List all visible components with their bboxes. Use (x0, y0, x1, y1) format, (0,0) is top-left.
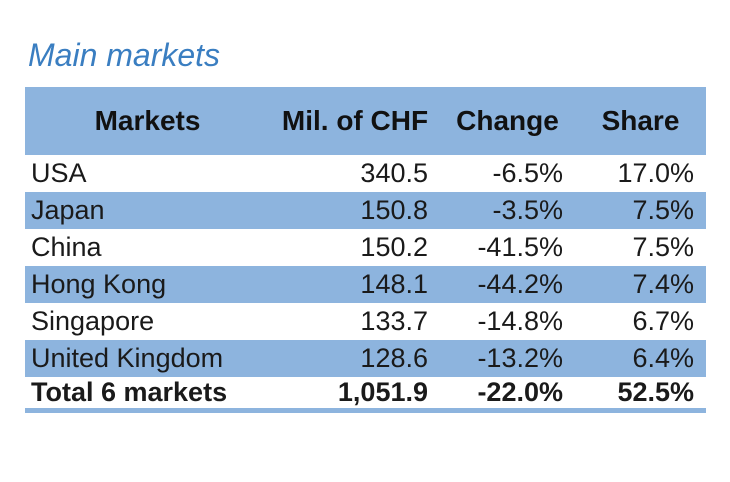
cell-mil-of-chf: 150.8 (270, 192, 440, 229)
cell-total-mil-of-chf: 1,051.9 (270, 377, 440, 413)
cell-market: United Kingdom (25, 340, 270, 377)
cell-change: -44.2% (440, 266, 575, 303)
cell-mil-of-chf: 150.2 (360, 232, 428, 262)
cell-market: Singapore (31, 306, 155, 336)
header-mil-of-chf: Mil. of CHF (270, 87, 440, 155)
cell-market: USA (31, 158, 87, 188)
cell-mil-of-chf: 340.5 (360, 158, 428, 188)
header-change: Change (440, 87, 575, 155)
main-markets-table: Markets Mil. of CHF Change Share USA 340… (25, 87, 706, 413)
cell-share: 7.5% (575, 192, 706, 229)
header-share: Share (575, 87, 706, 155)
cell-mil-of-chf: 128.6 (270, 340, 440, 377)
cell-share: 6.7% (632, 306, 694, 336)
cell-market: Japan (25, 192, 270, 229)
table-row: United Kingdom 128.6 -13.2% 6.4% (25, 340, 706, 377)
cell-total-change: -22.0% (440, 377, 575, 413)
cell-mil-of-chf: 148.1 (270, 266, 440, 303)
cell-change: -6.5% (492, 158, 563, 188)
table-row: China 150.2 -41.5% 7.5% (25, 229, 706, 266)
cell-share: 6.4% (575, 340, 706, 377)
cell-mil-of-chf: 133.7 (360, 306, 428, 336)
cell-share: 7.5% (632, 232, 694, 262)
cell-market: China (31, 232, 102, 262)
cell-change: -13.2% (440, 340, 575, 377)
table-row: USA 340.5 -6.5% 17.0% (25, 155, 706, 192)
table-body: USA 340.5 -6.5% 17.0% Japan 150.8 -3.5% … (25, 155, 706, 377)
table-row: Singapore 133.7 -14.8% 6.7% (25, 303, 706, 340)
table-footer: Total 6 markets 1,051.9 -22.0% 52.5% (25, 377, 706, 413)
cell-change: -14.8% (477, 306, 563, 336)
cell-market: Hong Kong (25, 266, 270, 303)
header-row: Markets Mil. of CHF Change Share (25, 87, 706, 155)
cell-share: 17.0% (617, 158, 694, 188)
table-row: Japan 150.8 -3.5% 7.5% (25, 192, 706, 229)
cell-total-label: Total 6 markets (25, 377, 270, 413)
table-header: Markets Mil. of CHF Change Share (25, 87, 706, 155)
cell-change: -3.5% (440, 192, 575, 229)
cell-total-share: 52.5% (575, 377, 706, 413)
header-markets: Markets (25, 87, 270, 155)
cell-share: 7.4% (575, 266, 706, 303)
page-title: Main markets (28, 37, 221, 73)
table-row: Hong Kong 148.1 -44.2% 7.4% (25, 266, 706, 303)
cell-change: -41.5% (477, 232, 563, 262)
total-row: Total 6 markets 1,051.9 -22.0% 52.5% (25, 377, 706, 413)
